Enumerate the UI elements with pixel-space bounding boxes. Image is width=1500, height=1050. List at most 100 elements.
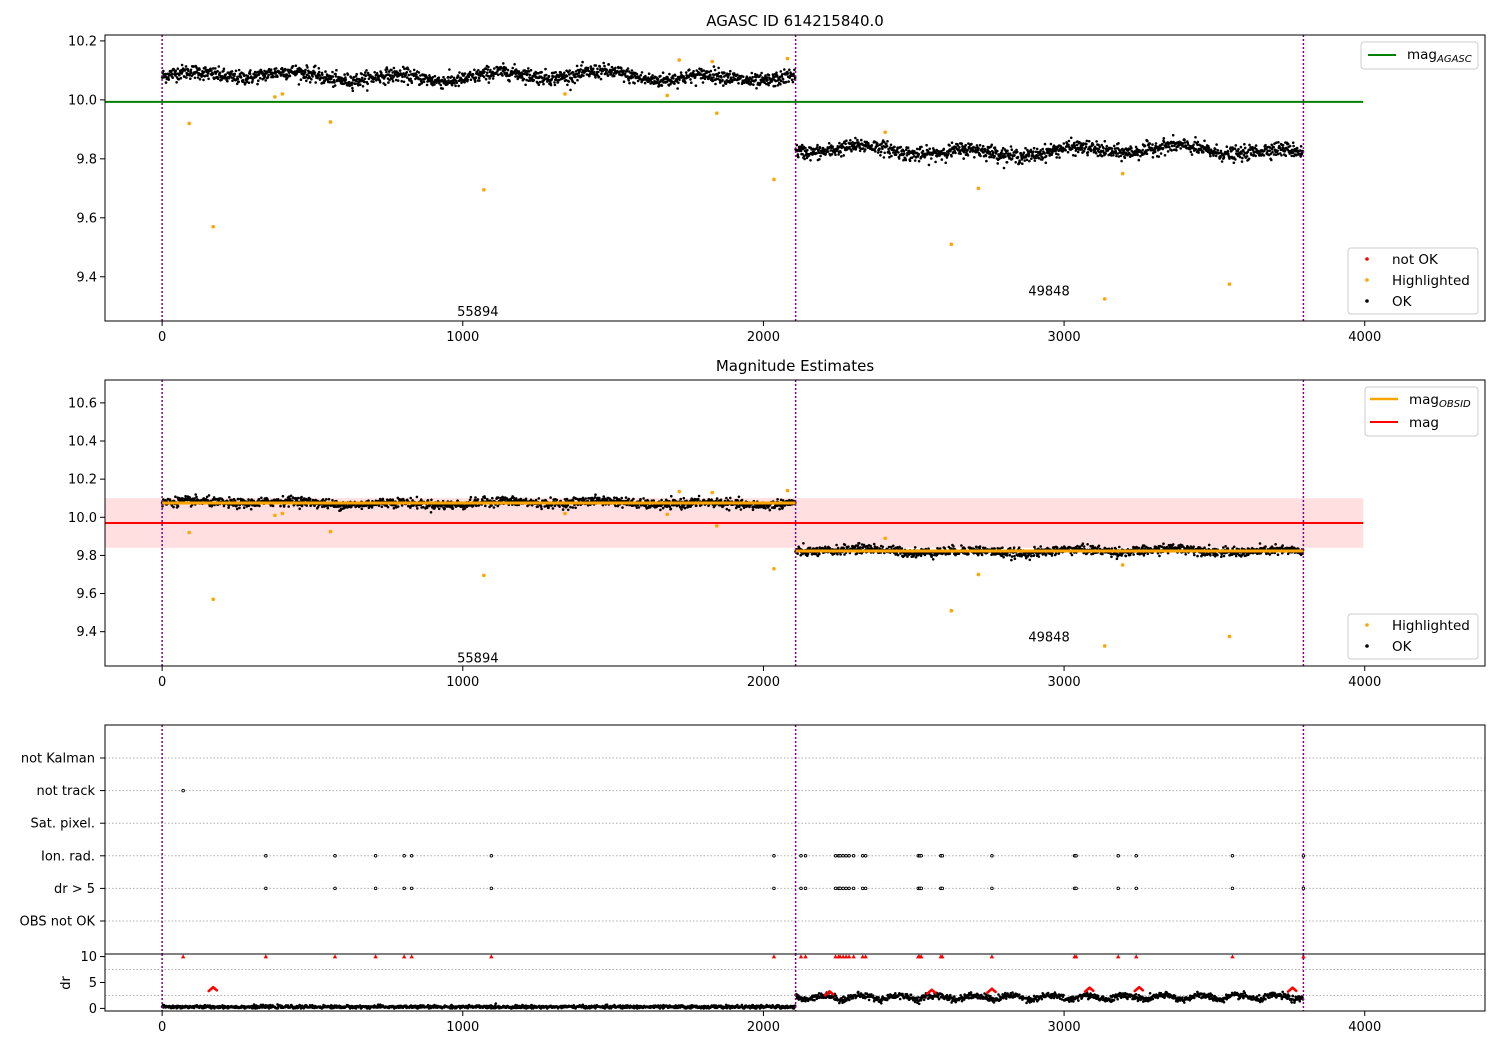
ok-point — [237, 68, 241, 72]
ok-point — [607, 63, 611, 66]
ok-point — [870, 144, 874, 147]
ok-point — [844, 142, 847, 146]
ok-point — [1291, 141, 1295, 144]
ok-point — [1291, 151, 1295, 154]
ok-point — [598, 65, 602, 68]
ok-point — [651, 74, 654, 77]
ok-point — [486, 68, 490, 71]
ok-point — [220, 78, 223, 82]
ok-point — [930, 157, 933, 160]
ok-point — [1272, 145, 1275, 149]
ok-point — [830, 153, 834, 156]
ok-point — [571, 71, 575, 74]
ok-point — [1241, 156, 1244, 160]
highlighted-point — [710, 59, 715, 64]
ok-point — [1043, 152, 1046, 155]
ok-point — [228, 496, 231, 499]
ok-point — [668, 505, 672, 509]
ok-point — [394, 78, 398, 82]
ok-point — [776, 84, 780, 87]
ok-point — [1226, 149, 1230, 153]
ok-point — [1222, 155, 1226, 159]
ok-point — [1041, 156, 1045, 160]
ok-point — [306, 66, 309, 69]
ok-point — [1021, 162, 1024, 165]
ok-point — [620, 66, 623, 70]
ok-point — [750, 71, 754, 75]
highlighted-point — [715, 111, 719, 115]
x-tick-label: 3000 — [1048, 330, 1081, 345]
ok-point — [326, 506, 330, 510]
ok-point — [1009, 145, 1013, 148]
x-tick-label: 1000 — [446, 330, 479, 345]
ok-point — [1114, 150, 1118, 153]
ok-point — [1013, 154, 1016, 157]
legend-highlighted-label: Highlighted — [1392, 273, 1470, 289]
ok-point — [266, 71, 269, 74]
ok-point — [1000, 149, 1004, 152]
ok-point — [297, 83, 301, 86]
ok-point — [402, 80, 406, 84]
ok-point — [904, 148, 908, 151]
ok-point — [272, 75, 275, 79]
ok-point — [1276, 149, 1279, 152]
ok-point — [621, 506, 624, 509]
ok-point — [1281, 143, 1285, 147]
ok-point — [555, 498, 559, 502]
ok-point — [1171, 133, 1175, 137]
ok-point — [863, 148, 867, 151]
ok-point — [1183, 138, 1186, 142]
ok-point — [1098, 145, 1101, 149]
ok-point — [897, 157, 901, 160]
ok-point — [729, 76, 733, 79]
ok-point — [1214, 148, 1217, 151]
ok-point — [729, 496, 732, 500]
ok-point — [176, 67, 180, 70]
ok-point — [688, 68, 691, 71]
highlighted-point — [883, 130, 887, 135]
ok-point — [1299, 145, 1303, 148]
ok-point — [836, 553, 839, 556]
ok-point — [344, 78, 348, 81]
ok-point — [340, 76, 343, 80]
highlighted-point — [785, 56, 790, 61]
ok-point — [784, 80, 788, 84]
ok-point — [1232, 161, 1236, 165]
ok-point — [842, 154, 845, 157]
ok-point — [258, 504, 261, 508]
ok-point — [222, 67, 226, 71]
ok-point — [180, 63, 184, 67]
ok-point — [958, 146, 961, 149]
ok-point — [694, 84, 698, 87]
ok-point — [1119, 154, 1123, 158]
ok-point — [1002, 166, 1006, 170]
ok-point — [627, 497, 630, 501]
y-tick-label: 10.2 — [68, 34, 97, 49]
ok-point — [390, 68, 393, 72]
ok-point — [235, 507, 239, 511]
ok-point — [175, 81, 178, 84]
ok-point — [760, 71, 763, 75]
ok-point — [177, 77, 181, 81]
ok-point — [713, 68, 717, 72]
ok-point — [779, 82, 782, 86]
ok-point — [450, 75, 454, 78]
ok-point — [1254, 144, 1258, 147]
ok-point — [460, 78, 464, 81]
ok-point — [256, 82, 259, 86]
ok-point — [355, 79, 358, 83]
ok-point — [754, 78, 757, 82]
ok-point — [1120, 159, 1123, 163]
ok-point — [552, 75, 555, 78]
ok-point — [660, 498, 663, 502]
ok-point — [904, 158, 908, 162]
ok-point — [1254, 154, 1257, 158]
ok-point — [415, 495, 419, 499]
ok-point — [874, 150, 877, 153]
ok-point — [709, 73, 712, 77]
ok-point — [511, 66, 514, 70]
ok-point — [206, 74, 209, 78]
ok-point — [1087, 139, 1091, 143]
ok-point — [632, 497, 635, 501]
ok-point — [280, 73, 284, 76]
